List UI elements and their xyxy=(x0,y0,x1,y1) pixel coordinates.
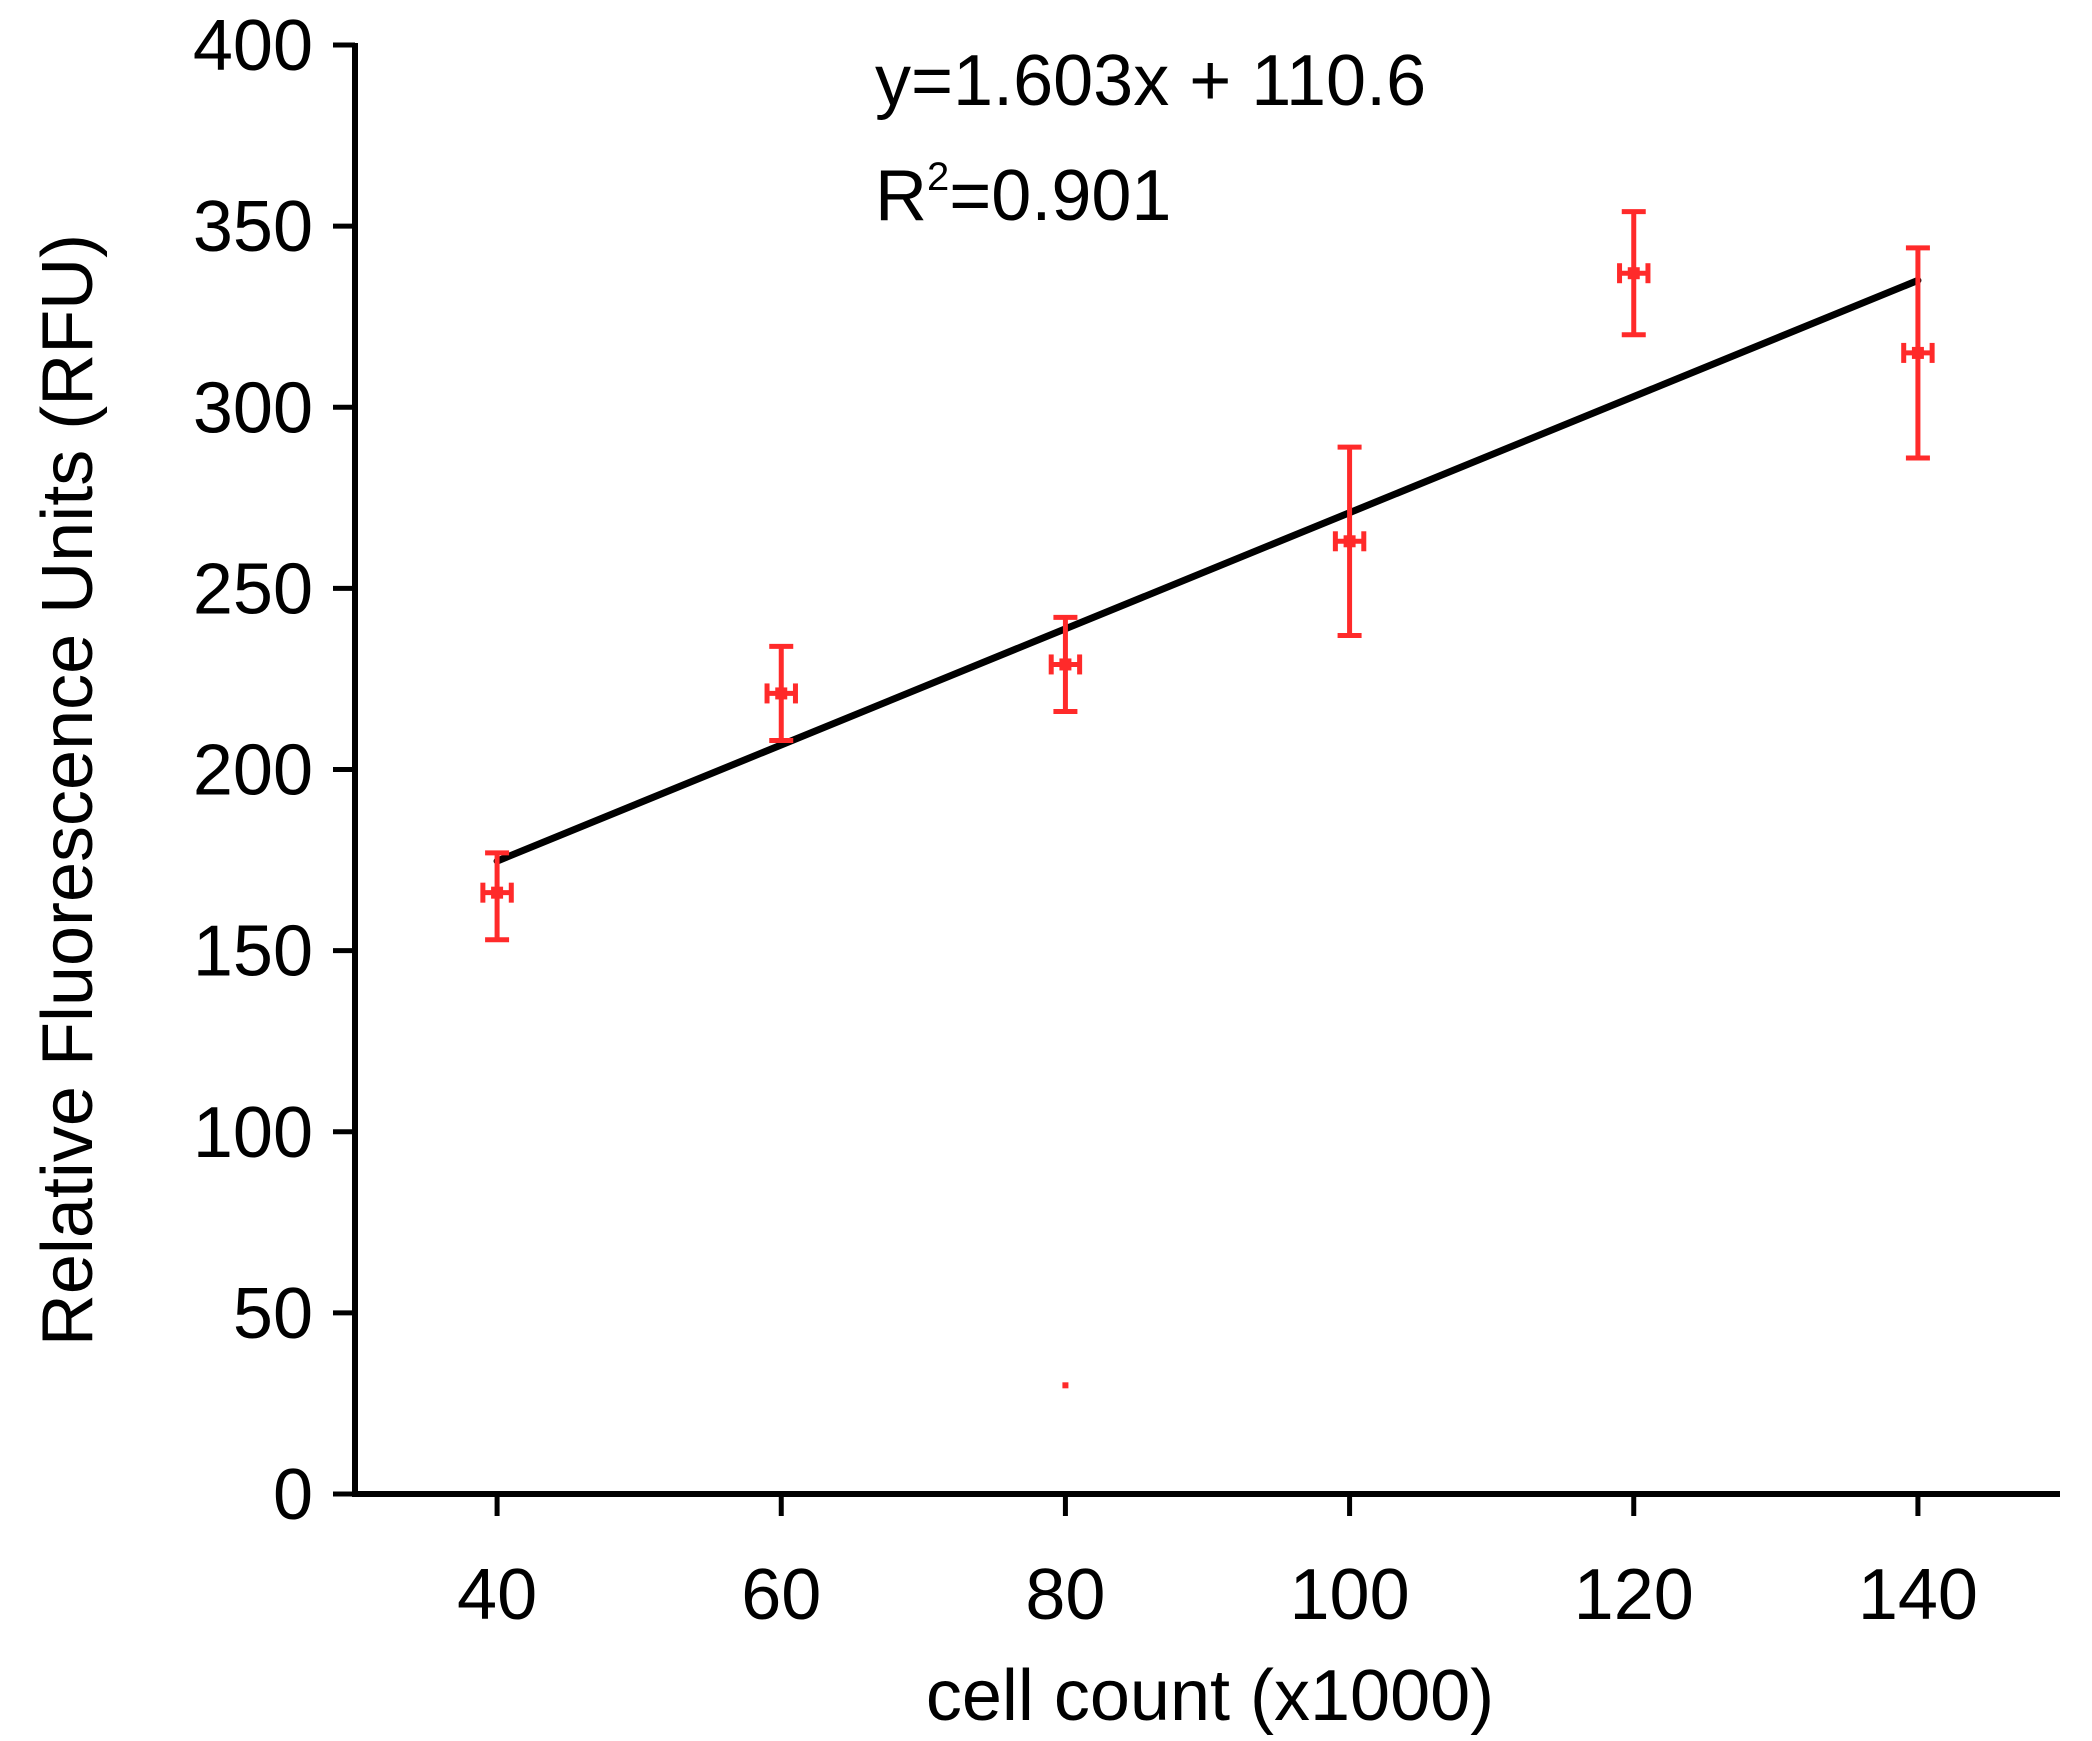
data-point xyxy=(1901,245,1935,461)
r-squared-value: =0.901 xyxy=(949,156,1171,236)
y-tick-label: 350 xyxy=(193,187,313,267)
y-tick-label: 50 xyxy=(233,1274,313,1354)
y-tick-label: 300 xyxy=(193,368,313,448)
x-tick-label: 140 xyxy=(1858,1555,1978,1635)
data-point xyxy=(764,643,798,744)
y-tick-label: 100 xyxy=(193,1093,313,1173)
point-marker xyxy=(1059,658,1072,671)
x-tick-label: 60 xyxy=(741,1555,821,1635)
y-axis-title: Relative Fluorescence Units (RFU) xyxy=(28,234,108,1346)
y-tick-label: 150 xyxy=(193,912,313,992)
y-tick-label: 250 xyxy=(193,549,313,629)
r-squared: R2=0.901 xyxy=(875,155,1171,236)
y-tick-label: 0 xyxy=(273,1455,313,1535)
r-squared-superscript: 2 xyxy=(927,155,949,199)
x-tick-label: 120 xyxy=(1574,1555,1694,1635)
point-marker xyxy=(1911,346,1924,359)
point-marker xyxy=(1343,535,1356,548)
data-points xyxy=(480,209,1935,1389)
x-axis-title: cell count (x1000) xyxy=(926,1656,1494,1736)
fit-equation: y=1.603x + 110.6 xyxy=(875,41,1426,121)
data-point xyxy=(1332,444,1367,638)
regression-line-group xyxy=(493,276,1922,865)
data-point xyxy=(1048,614,1083,715)
point-marker xyxy=(775,687,788,700)
data-point xyxy=(480,850,514,943)
x-tick-label: 100 xyxy=(1290,1555,1410,1635)
r-squared-prefix: R xyxy=(875,156,927,236)
axes: 0 50 100 150 200 250 300 350 400 40 60 80 100 120 140 xyxy=(193,6,2060,1635)
stray-mark xyxy=(1062,1382,1069,1389)
regression-line xyxy=(493,276,1922,865)
point-marker xyxy=(1627,267,1640,280)
y-tick-label: 200 xyxy=(193,731,313,811)
x-tick-label: 40 xyxy=(457,1555,537,1635)
data-point xyxy=(1617,209,1651,338)
point-marker xyxy=(491,886,504,899)
x-tick-label: 80 xyxy=(1025,1555,1105,1635)
y-tick-label: 400 xyxy=(193,6,313,86)
